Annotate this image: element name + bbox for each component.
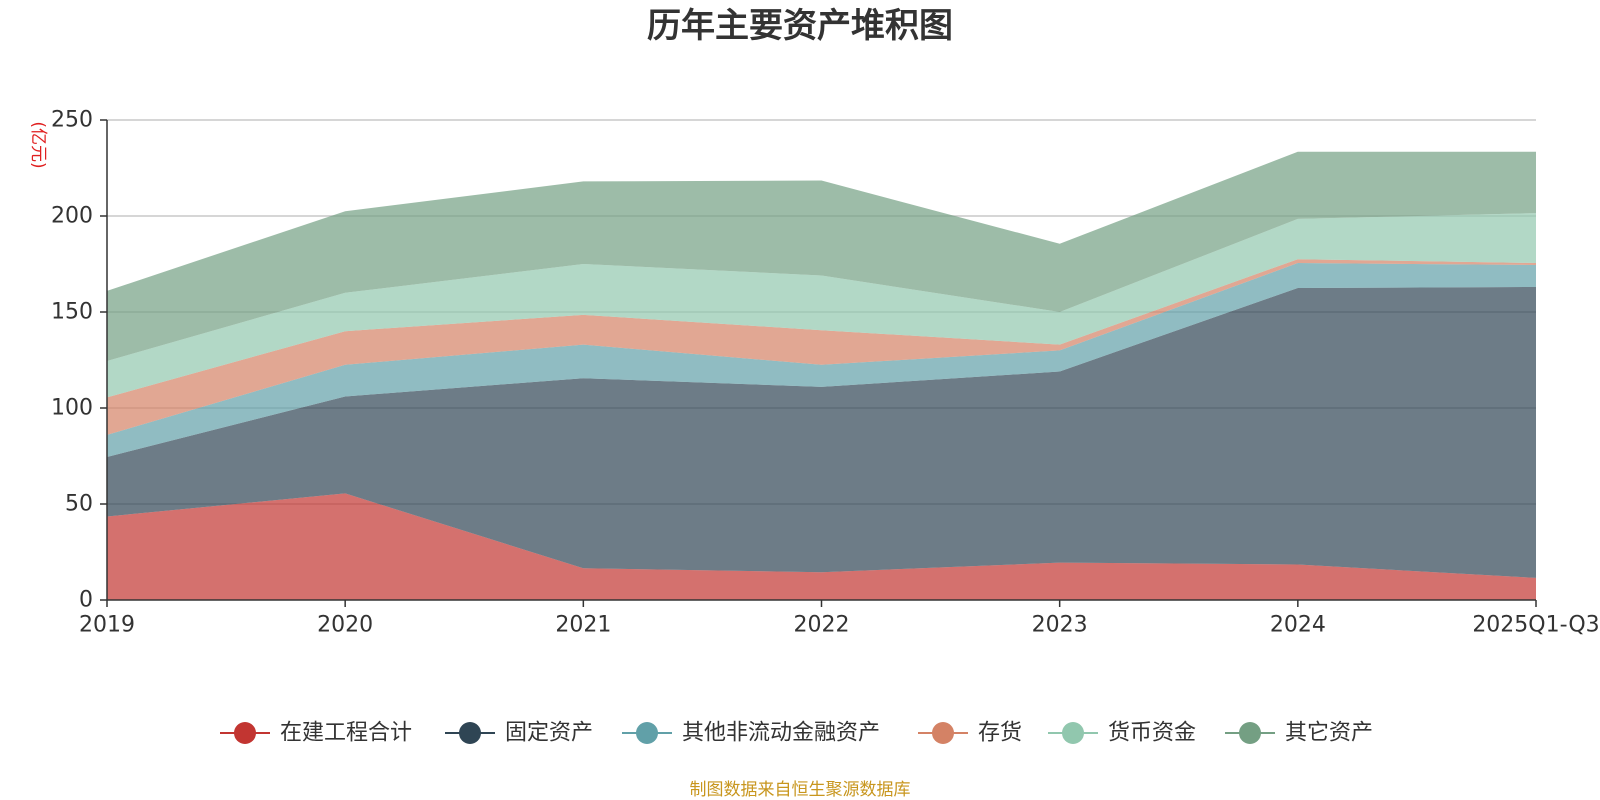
legend-item-1[interactable]: 在建工程合计 xyxy=(220,721,412,746)
y-unit-label: (亿元) xyxy=(28,121,48,168)
legend-marker xyxy=(459,722,481,744)
x-tick-label: 2022 xyxy=(794,613,850,638)
legend-label: 存货 xyxy=(978,721,1022,746)
y-tick-label: 200 xyxy=(51,204,93,229)
x-tick-label: 2023 xyxy=(1032,613,1088,638)
area-series-3 xyxy=(107,263,1536,457)
legend-label: 货币资金 xyxy=(1108,721,1196,746)
x-tick-label: 2020 xyxy=(317,613,373,638)
legend-item-6[interactable]: 其它资产 xyxy=(1225,721,1373,746)
legend: 在建工程合计 固定资产 其他非流动金融资产 存货 货币资金 其它资产 xyxy=(220,721,1373,746)
legend-item-3[interactable]: 其他非流动金融资产 xyxy=(622,721,880,746)
legend-label: 固定资产 xyxy=(505,721,593,746)
legend-marker xyxy=(1062,722,1084,744)
legend-label: 在建工程合计 xyxy=(280,721,412,746)
y-tick-label: 100 xyxy=(51,396,93,421)
area-series-6 xyxy=(107,151,1536,361)
area-series-4 xyxy=(107,259,1536,435)
legend-marker xyxy=(1239,722,1261,744)
x-tick-label: 2021 xyxy=(555,613,611,638)
x-tick-label: 2025Q1-Q3 xyxy=(1472,613,1599,638)
legend-marker xyxy=(234,722,256,744)
legend-item-5[interactable]: 货币资金 xyxy=(1048,721,1196,746)
x-tick-label: 2024 xyxy=(1270,613,1326,638)
chart-title: 历年主要资产堆积图 xyxy=(647,6,953,46)
legend-item-2[interactable]: 固定资产 xyxy=(445,721,593,746)
x-tick-label: 2019 xyxy=(79,613,135,638)
area-series-5 xyxy=(107,213,1536,398)
legend-label: 其它资产 xyxy=(1285,721,1373,746)
y-tick-label: 50 xyxy=(65,492,93,517)
y-tick-label: 150 xyxy=(51,300,93,325)
legend-marker xyxy=(636,722,658,744)
axes: 0 50 100 150 200 250 2019 2020 2021 2022 2023 2024 2… xyxy=(51,108,1600,638)
legend-label: 其他非流动金融资产 xyxy=(682,721,880,746)
area-series xyxy=(107,151,1536,600)
legend-item-4[interactable]: 存货 xyxy=(918,721,1022,746)
data-source-note: 制图数据来自恒生聚源数据库 xyxy=(690,780,911,800)
y-tick-label: 0 xyxy=(79,588,93,613)
y-tick-label: 250 xyxy=(51,108,93,133)
area-series-1 xyxy=(107,493,1536,600)
area-series-2 xyxy=(107,287,1536,578)
legend-marker xyxy=(932,722,954,744)
